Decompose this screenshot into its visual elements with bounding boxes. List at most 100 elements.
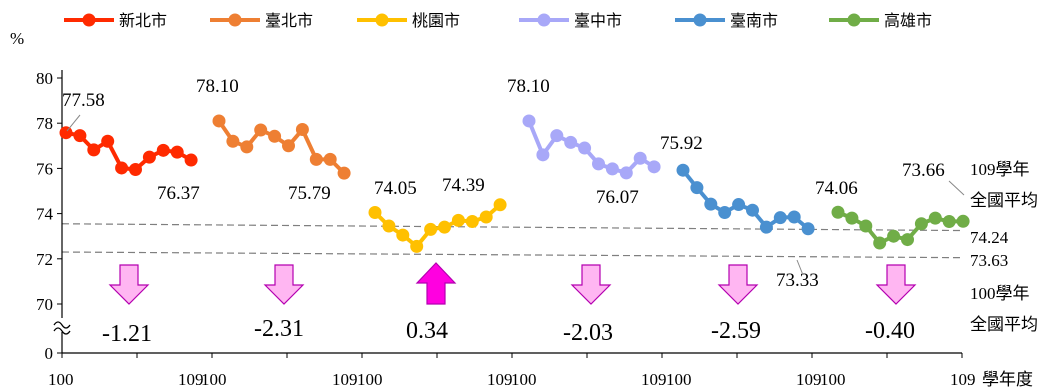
data-point [87, 143, 101, 157]
data-point [323, 152, 337, 166]
leader-line [796, 259, 804, 276]
y-unit-label: % [10, 29, 24, 48]
legend-item: 臺北市 [210, 12, 313, 30]
legend-swatch-marker [375, 13, 389, 27]
series-line [368, 198, 507, 253]
legend-swatch-marker [693, 13, 707, 27]
data-point [536, 148, 550, 162]
last-value-label: 74.39 [442, 175, 485, 196]
data-point [759, 220, 773, 234]
x-axis-title: 學年度 [982, 370, 1033, 389]
last-value-label: 73.33 [776, 270, 819, 291]
x-tick-label: 100 [511, 370, 537, 389]
data-point [254, 123, 268, 137]
data-point [282, 139, 295, 153]
axis-break-mark [53, 321, 71, 335]
data-point [732, 198, 746, 212]
data-point [438, 220, 451, 234]
series-group [59, 114, 970, 253]
data-point [337, 166, 351, 180]
y-tick-label: 76 [36, 159, 53, 178]
legend-item: 臺中市 [519, 12, 622, 30]
reference-value: 74.24 [970, 228, 1009, 247]
data-point [240, 140, 254, 154]
change-value-label: -2.31 [254, 316, 304, 342]
down-arrow-icon [570, 264, 612, 305]
data-point [309, 152, 323, 166]
legend-swatch-marker [847, 13, 861, 27]
legend-label: 桃園市 [412, 12, 460, 30]
data-point [801, 222, 815, 236]
data-point [718, 205, 732, 219]
legend-swatch-marker [82, 13, 96, 27]
data-point [619, 166, 633, 180]
data-point [901, 233, 914, 247]
data-point [465, 215, 479, 229]
series-line [59, 126, 198, 177]
reference-line [61, 251, 963, 259]
data-point [859, 219, 873, 233]
data-point [633, 151, 647, 165]
leader-line [948, 180, 965, 196]
leader-line [66, 114, 81, 132]
data-point [592, 157, 605, 171]
data-point [451, 213, 465, 227]
y-tick-label: 78 [36, 114, 53, 133]
change-value-label: -1.21 [102, 321, 152, 347]
data-point [73, 129, 87, 143]
data-point [676, 163, 690, 177]
x-tick-label: 100 [201, 370, 227, 389]
y-tick-label: 74 [36, 205, 54, 224]
data-point [605, 162, 619, 176]
change-arrows [108, 262, 917, 305]
change-value-label: 0.34 [406, 318, 448, 344]
data-point [368, 205, 382, 219]
first-value-label: 74.05 [374, 178, 417, 199]
data-point [59, 126, 73, 140]
data-point [268, 129, 282, 143]
reference-subtitle: 全國平均 [970, 315, 1038, 334]
data-point [787, 210, 801, 224]
series-line [676, 163, 815, 236]
up-arrow-icon [415, 262, 457, 305]
series-path [65, 130, 193, 172]
data-point [578, 141, 592, 155]
series-line [831, 205, 970, 250]
value-labels: 77.58 76.37 -1.21 78.10 75.79 -2.31 74.05 74.39… [62, 76, 965, 347]
x-tick-label: 100 [820, 370, 846, 389]
data-point [295, 123, 309, 137]
data-point [928, 211, 942, 225]
last-value-label: 76.07 [596, 187, 639, 208]
legend: 新北市 臺北市 桃園市 臺中市 臺南市 高雄市 [64, 12, 932, 30]
legend-item: 新北市 [64, 12, 167, 30]
data-point [142, 150, 156, 164]
data-point [690, 181, 704, 195]
x-tick-label: 109 [641, 370, 667, 389]
series-path [527, 120, 656, 175]
legend-item: 高雄市 [829, 12, 932, 30]
series-path [837, 210, 964, 245]
data-point [956, 214, 970, 228]
y-tick-label: 0 [45, 344, 54, 363]
data-point [115, 161, 129, 175]
legend-label: 臺北市 [265, 12, 313, 30]
data-point [647, 160, 661, 174]
x-tick-label: 109 [796, 370, 822, 389]
legend-label: 臺中市 [574, 12, 622, 30]
change-value-label: -2.03 [563, 320, 613, 346]
legend-swatch-marker [537, 13, 551, 27]
down-arrow-icon [263, 264, 305, 305]
data-point [170, 145, 184, 159]
data-point [410, 239, 424, 253]
first-value-label: 75.92 [660, 133, 703, 154]
data-point [424, 222, 438, 236]
series-path [373, 203, 502, 249]
data-point [212, 114, 226, 128]
series-line [522, 114, 661, 180]
data-point [831, 205, 845, 219]
data-point [887, 229, 901, 243]
data-point [746, 203, 759, 217]
reference-value: 73.63 [970, 251, 1008, 270]
